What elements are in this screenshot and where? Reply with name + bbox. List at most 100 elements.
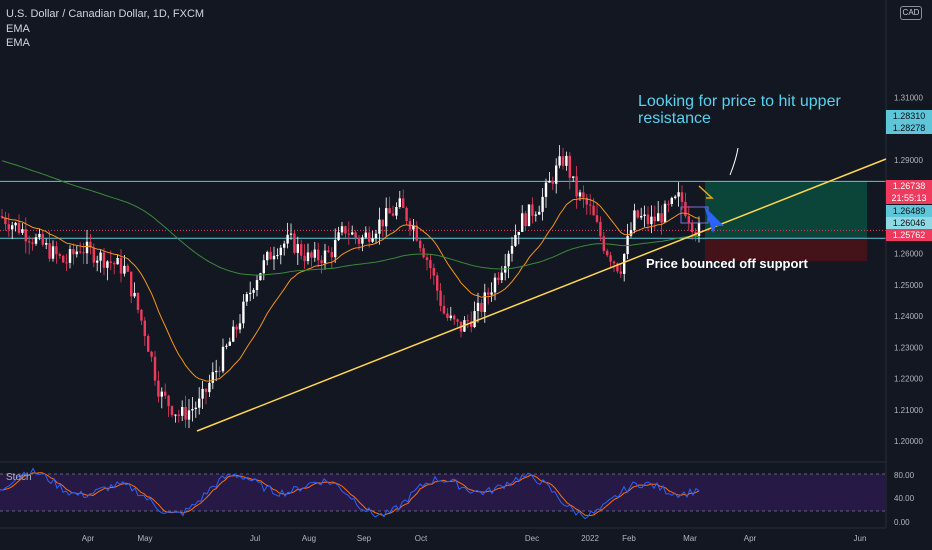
candle-body <box>561 156 565 166</box>
time-axis-label: Apr <box>744 534 757 543</box>
time-axis-label: Mar <box>683 534 697 543</box>
candle-body <box>500 272 503 281</box>
candle-body <box>272 255 276 260</box>
ema-indicator-label-1[interactable]: EMA <box>6 23 30 35</box>
candle-body <box>289 233 293 235</box>
candle-body <box>548 180 551 183</box>
candle-body <box>395 206 398 216</box>
candle-body <box>402 198 405 208</box>
candle-body <box>415 225 418 241</box>
candle-body <box>310 252 313 258</box>
candle-body <box>123 265 126 274</box>
candle-body <box>191 409 194 411</box>
candle-body <box>286 234 289 244</box>
currency-button[interactable]: CAD <box>900 6 922 20</box>
trade-zones <box>680 181 867 261</box>
candle-body <box>398 198 401 207</box>
candle-body <box>31 242 34 244</box>
candle-body <box>170 406 174 416</box>
candle-body <box>167 395 170 407</box>
target-arrow <box>729 147 739 176</box>
candle-body <box>483 292 486 312</box>
symbol-title[interactable]: U.S. Dollar / Canadian Dollar, 1D, FXCM <box>6 8 205 20</box>
candle-body <box>269 251 272 260</box>
candle-body <box>422 248 425 258</box>
candle-body <box>218 370 221 372</box>
candle-body <box>208 382 211 393</box>
stoch-d-line <box>0 472 700 517</box>
candle-body <box>391 213 395 216</box>
candle-body <box>425 257 429 261</box>
candle-body <box>11 225 14 230</box>
candle-body <box>221 346 225 372</box>
candle-body <box>184 407 187 420</box>
candle-body <box>45 243 48 245</box>
candle-body <box>96 260 99 263</box>
candle-body <box>204 388 208 393</box>
candle-body <box>510 245 514 254</box>
candle-body <box>164 391 167 396</box>
candle-body <box>691 222 694 232</box>
candle-body <box>330 251 333 258</box>
candle-body <box>181 407 184 416</box>
candle-body <box>371 238 374 242</box>
candle-body <box>300 244 303 256</box>
candle-body <box>249 292 252 295</box>
candle-body <box>24 229 27 242</box>
candle-body <box>446 313 449 319</box>
candle-body <box>629 230 633 236</box>
candle-body <box>442 305 446 314</box>
stop-zone <box>705 238 867 261</box>
candle-body <box>558 156 561 166</box>
price-tag-upper2: 1.28278 <box>886 122 932 134</box>
candles <box>0 145 701 429</box>
candle-body <box>514 234 517 246</box>
candle-body <box>320 260 323 264</box>
stoch-label[interactable]: Stoch <box>6 472 32 483</box>
candle-body <box>79 251 82 253</box>
candle-body <box>296 244 299 253</box>
candle-body <box>109 261 112 263</box>
time-axis-label: 2022 <box>581 534 599 543</box>
candle-body <box>419 240 422 249</box>
candle-body <box>361 237 364 244</box>
time-axis-label: Dec <box>525 534 539 543</box>
candle-body <box>575 176 578 197</box>
candle-body <box>283 243 286 248</box>
ema-indicator-label-2[interactable]: EMA <box>6 37 30 49</box>
candle-body <box>266 251 269 261</box>
ema-fast-line <box>1 198 700 382</box>
candle-body <box>578 192 582 197</box>
bounce-arrow <box>704 206 724 233</box>
candle-body <box>82 252 85 254</box>
candle-body <box>612 261 616 264</box>
candle-body <box>242 301 245 324</box>
candle-body <box>534 214 537 216</box>
candle-body <box>439 290 442 306</box>
candle-body <box>429 260 432 269</box>
candle-body <box>334 240 337 258</box>
candle-body <box>235 326 238 330</box>
candle-body <box>337 232 340 241</box>
candle-body <box>357 238 361 244</box>
stoch-axis-label: 40.00 <box>894 494 915 503</box>
candle-body <box>480 302 483 312</box>
price-tag-mid: 1.26489 <box>886 205 932 217</box>
candle-body <box>568 155 571 178</box>
candle-body <box>232 326 235 342</box>
candle-body <box>381 219 384 227</box>
candle-body <box>34 237 38 244</box>
time-axis-label: Oct <box>415 534 428 543</box>
candle-body <box>303 255 306 262</box>
time-axis-label: Aug <box>302 534 316 543</box>
candle-body <box>374 233 378 239</box>
candle-body <box>17 222 21 233</box>
candle-body <box>276 255 279 257</box>
candle-body <box>215 370 218 373</box>
candle-body <box>663 203 667 223</box>
candle-body <box>143 320 146 337</box>
candle-body <box>279 247 282 256</box>
price-axis-label: 1.31000 <box>894 93 923 102</box>
candle-body <box>616 263 619 272</box>
